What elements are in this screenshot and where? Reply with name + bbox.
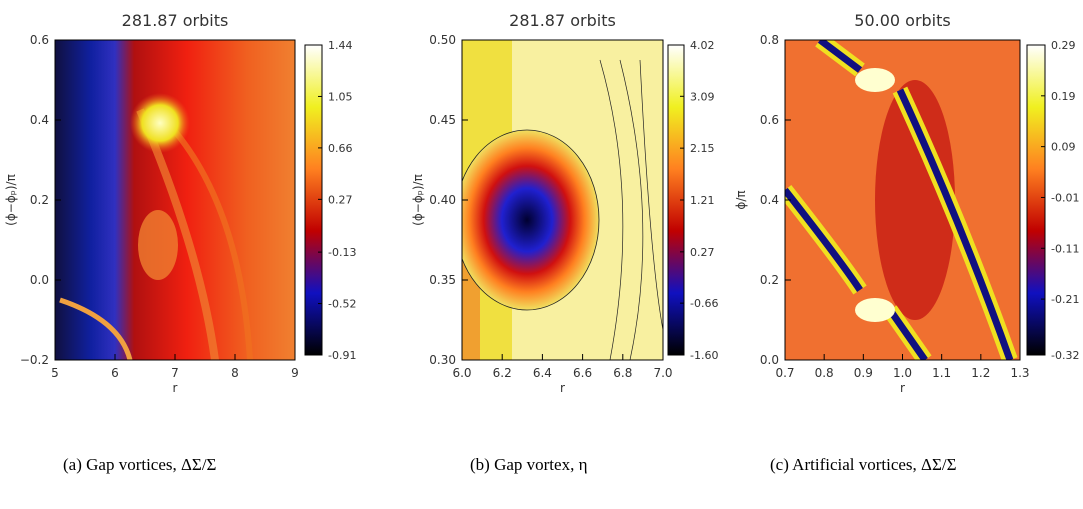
y-tick-label: 0.40 <box>429 193 456 207</box>
colorbar-tick-label: 0.29 <box>1051 39 1076 52</box>
colorbar-tick-label: -0.13 <box>328 246 356 259</box>
x-tick-label: 1.1 <box>932 366 951 380</box>
chart-title: 281.87 orbits <box>509 11 616 30</box>
caption: (b) Gap vortex, η <box>470 455 587 474</box>
x-tick-label: 7 <box>171 366 179 380</box>
heatmap-image <box>55 40 295 360</box>
chart-title: 50.00 orbits <box>854 11 950 30</box>
y-tick-label: 0.4 <box>30 113 49 127</box>
heatmap-image <box>785 40 1020 360</box>
x-tick-label: 6.4 <box>533 366 552 380</box>
colorbar-tick-label: -0.21 <box>1051 293 1079 306</box>
x-tick-label: 1.3 <box>1010 366 1029 380</box>
heatmap-image <box>462 40 663 360</box>
colorbar-tick-label: 1.44 <box>328 39 353 52</box>
x-tick-label: 0.7 <box>775 366 794 380</box>
colorbar-tick-label: -0.66 <box>690 297 718 310</box>
colorbar <box>1026 44 1046 356</box>
colorbar-tick-label: 0.27 <box>328 193 353 206</box>
x-tick-label: 6.2 <box>493 366 512 380</box>
x-tick-label: 0.9 <box>854 366 873 380</box>
colorbar-tick-label: 1.05 <box>328 90 353 103</box>
x-tick-label: 6 <box>111 366 119 380</box>
x-tick-label: 6.0 <box>452 366 471 380</box>
y-tick-label: 0.6 <box>760 113 779 127</box>
x-tick-label: 6.6 <box>573 366 592 380</box>
colorbar-tick-label: 4.02 <box>690 39 715 52</box>
x-axis-label: r <box>173 381 178 395</box>
colorbar-tick-label: 1.21 <box>690 194 715 207</box>
x-tick-label: 1.2 <box>971 366 990 380</box>
x-tick-label: 1.0 <box>893 366 912 380</box>
colorbar-tick-label: -0.52 <box>328 298 356 311</box>
x-tick-label: 5 <box>51 366 59 380</box>
y-axis-label: (ϕ−ϕₚ)/π <box>411 174 425 226</box>
y-tick-label: 0.2 <box>760 273 779 287</box>
colorbar-tick-label: -0.32 <box>1051 349 1079 362</box>
y-tick-label: −0.2 <box>20 353 49 367</box>
y-tick-label: 0.45 <box>429 113 456 127</box>
x-axis-label: r <box>560 381 565 395</box>
y-tick-label: 0.30 <box>429 353 456 367</box>
y-tick-label: 0.6 <box>30 33 49 47</box>
caption: (a) Gap vortices, ΔΣ/Σ <box>63 455 217 474</box>
colorbar-tick-label: 0.09 <box>1051 141 1076 154</box>
colorbar-tick-label: -0.91 <box>328 349 356 362</box>
y-tick-label: 0.50 <box>429 33 456 47</box>
y-tick-label: 0.0 <box>30 273 49 287</box>
colorbar <box>304 44 323 356</box>
x-tick-label: 9 <box>291 366 299 380</box>
chart-title: 281.87 orbits <box>122 11 229 30</box>
x-tick-label: 0.8 <box>815 366 834 380</box>
x-axis-label: r <box>900 381 905 395</box>
colorbar-tick-label: -0.11 <box>1051 242 1079 255</box>
colorbar-tick-label: -0.01 <box>1051 191 1079 204</box>
colorbar-tick-label: 0.27 <box>690 246 715 259</box>
colorbar-tick-label: 2.15 <box>690 142 715 155</box>
colorbar-tick-label: 3.09 <box>690 90 715 103</box>
colorbar-tick-label: 0.19 <box>1051 90 1076 103</box>
colorbar-tick-label: 0.66 <box>328 142 353 155</box>
y-tick-label: 0.4 <box>760 193 779 207</box>
y-tick-label: 0.8 <box>760 33 779 47</box>
x-tick-label: 8 <box>231 366 239 380</box>
x-tick-label: 7.0 <box>653 366 672 380</box>
y-tick-label: 0.0 <box>760 353 779 367</box>
y-tick-label: 0.2 <box>30 193 49 207</box>
y-axis-label: (ϕ−ϕₚ)/π <box>4 174 18 226</box>
x-tick-label: 6.8 <box>613 366 632 380</box>
y-axis-label: ϕ/π <box>734 190 748 209</box>
colorbar-tick-label: -1.60 <box>690 349 718 362</box>
caption: (c) Artificial vortices, ΔΣ/Σ <box>770 455 957 474</box>
y-tick-label: 0.35 <box>429 273 456 287</box>
